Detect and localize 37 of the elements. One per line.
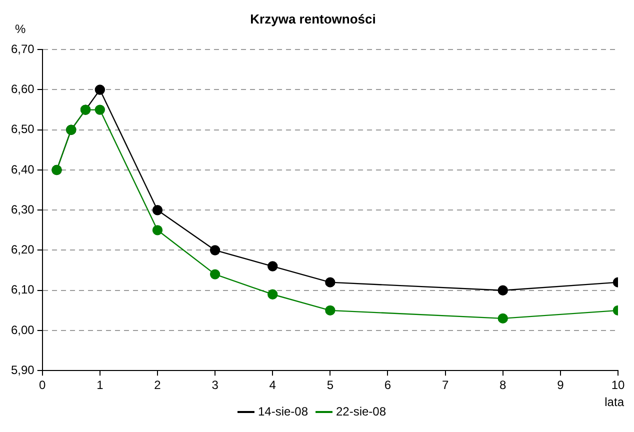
x-tick-label: 0 xyxy=(39,378,46,392)
y-tick-label: 5,90 xyxy=(10,362,35,377)
y-tick-label: 6,30 xyxy=(10,202,35,216)
legend-label: 22-sie-08 xyxy=(336,404,386,418)
x-tick-label: 8 xyxy=(500,378,507,392)
x-axis-title: lata xyxy=(604,394,624,409)
x-tick-label: 6 xyxy=(384,378,392,392)
chart-title: Krzywa rentowności xyxy=(250,11,376,26)
y-axis-title: % xyxy=(15,22,26,36)
y-tick-label: 6,70 xyxy=(10,42,35,56)
x-tick-label: 9 xyxy=(557,378,564,392)
x-tick-label: 4 xyxy=(269,378,276,392)
point xyxy=(325,277,336,288)
legend-label: 14-sie-08 xyxy=(258,404,308,418)
x-tick-label: 3 xyxy=(212,378,219,392)
x-tick-label: 7 xyxy=(442,378,449,392)
point xyxy=(152,225,163,236)
y-tick-label: 6,40 xyxy=(10,162,35,176)
point xyxy=(268,289,278,300)
y-tick-label: 6,60 xyxy=(10,82,35,96)
point xyxy=(325,305,336,316)
x-tick-label: 5 xyxy=(326,378,334,392)
y-tick-label: 6,00 xyxy=(10,322,35,337)
y-tick-label: 6,20 xyxy=(10,242,35,257)
point xyxy=(210,269,220,280)
x-tick-label: 10 xyxy=(611,378,625,392)
point xyxy=(498,313,508,324)
point xyxy=(268,261,278,272)
point xyxy=(94,104,106,115)
y-tick-label: 6,10 xyxy=(10,282,35,297)
x-tick-label: 1 xyxy=(96,378,104,392)
x-tick-label: 2 xyxy=(154,378,162,392)
point xyxy=(210,245,220,256)
point xyxy=(498,285,508,296)
point xyxy=(152,205,163,216)
point xyxy=(94,84,106,95)
y-tick-label: 6,50 xyxy=(10,122,35,136)
